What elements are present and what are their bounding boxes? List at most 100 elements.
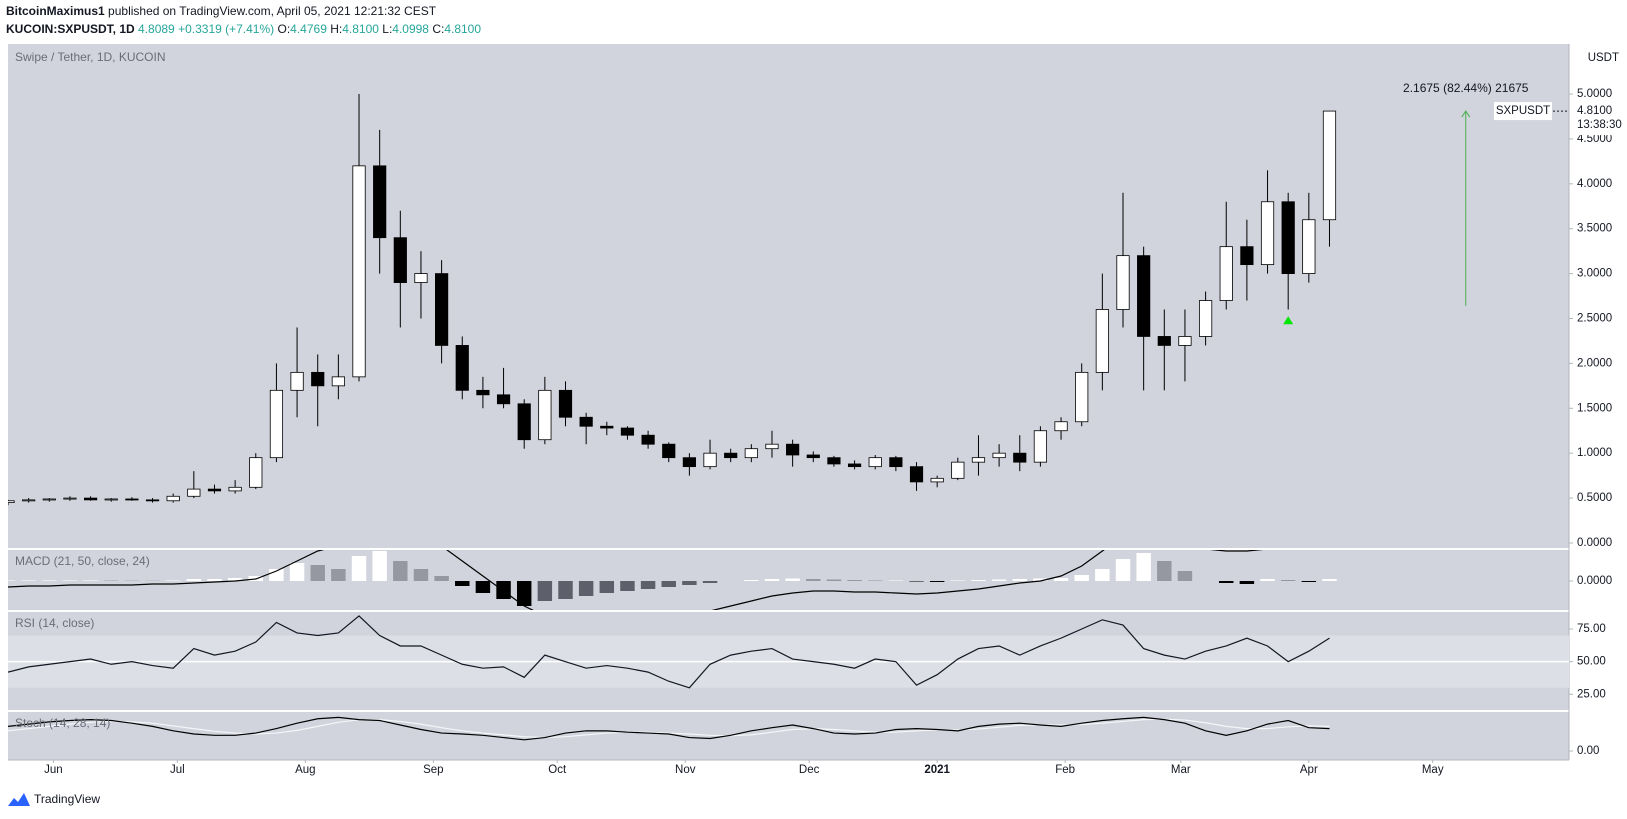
macd-histogram-bar (331, 569, 346, 581)
symbol-line: KUCOIN:SXPUSDT, 1D 4.8089 +0.3319 (+7.41… (6, 22, 481, 36)
macd-histogram-bar (620, 581, 635, 591)
y-tick-label: 4.0000 (1577, 178, 1612, 190)
candle-body (827, 457, 841, 465)
macd-histogram-bar (1177, 571, 1193, 581)
y-tick-label: 50.00 (1577, 656, 1606, 668)
y-tick-label: 4.5000 (1577, 133, 1612, 145)
macd-histogram-bar (578, 581, 594, 596)
rsi-plot (8, 615, 1569, 689)
ohlc-l: 4.0998 (392, 22, 429, 36)
brand[interactable]: TradingView (34, 792, 100, 806)
macd-histogram-bar (1136, 553, 1151, 581)
macd-histogram-bar (847, 580, 862, 581)
change: +0.3319 (+7.41%) (178, 22, 274, 36)
x-tick-label: Aug (295, 764, 315, 776)
tradingview-logo: TradingView (8, 792, 100, 806)
candle-body (1281, 201, 1295, 274)
macd-histogram-bar (8, 580, 16, 581)
macd-histogram-bar (83, 580, 98, 581)
macd-histogram-bar (744, 580, 759, 581)
ohlc-c-label: C: (432, 22, 444, 36)
macd-histogram-bar (455, 581, 470, 586)
candle-body (579, 416, 593, 427)
y-tick-label: 1.5000 (1577, 402, 1612, 414)
candle-body (496, 394, 511, 405)
symbol-tag-label: SXPUSDT (1496, 105, 1550, 117)
candle-body (558, 389, 573, 418)
ohlc-o: 4.4769 (290, 22, 327, 36)
macd-histogram-bar (785, 578, 800, 581)
candle-body (620, 427, 635, 436)
x-tick-label: Jun (44, 764, 63, 776)
macd-histogram-bar (496, 581, 511, 599)
overlay: Jun Jul Aug Sep Oct Nov Dec 2021 Feb Mar Apr May 0.0… (15, 50, 1626, 776)
candle-body (682, 457, 696, 468)
macd-histogram-bar (186, 579, 202, 581)
macd-histogram-bar (434, 576, 449, 581)
candle-body (1198, 300, 1213, 337)
x-tick-label: Mar (1171, 764, 1191, 776)
macd-histogram-bar (991, 579, 1007, 581)
macd-histogram-bar (1115, 559, 1131, 581)
candle-body (249, 457, 263, 488)
macd-histogram-bar (599, 581, 615, 593)
candle-body (311, 371, 325, 387)
author[interactable]: BitcoinMaximus1 (6, 4, 105, 18)
macd-histogram-bar (1053, 578, 1069, 581)
candle-body (1178, 336, 1192, 346)
macd-histogram-bar (289, 563, 305, 581)
y-tick-label: 2.5000 (1577, 313, 1612, 325)
x-tick-label: Jul (170, 764, 185, 776)
macd-histogram-bar (682, 581, 697, 585)
candle-body (765, 443, 779, 450)
x-tick-label: Apr (1300, 764, 1318, 776)
candle-body (207, 488, 222, 492)
candle-body (1013, 452, 1027, 463)
line (8, 550, 1264, 610)
macd-histogram-bar (764, 579, 780, 581)
macd-histogram-bar (929, 581, 945, 582)
y-tick-label: 2.0000 (1577, 357, 1612, 369)
countdown: 13:38:30 (1577, 119, 1622, 131)
macd-histogram-bar (537, 581, 553, 601)
macd-histogram-bar (971, 580, 986, 581)
candle-body (187, 488, 201, 497)
line (8, 615, 1330, 689)
x-tick-label: Sep (423, 764, 443, 776)
candle-body (992, 452, 1006, 459)
pane-title: Stoch (14, 28, 14) (15, 716, 110, 730)
candle-body (1075, 371, 1089, 423)
line (8, 716, 1330, 741)
stoch-plot (8, 716, 1330, 741)
macd-histogram-bar (867, 580, 883, 581)
y-tick-label: 25.00 (1577, 688, 1606, 700)
candle-body (703, 452, 717, 468)
candle-body (1260, 201, 1275, 266)
candle-body (641, 434, 655, 445)
candle-body (8, 500, 15, 503)
candle-body (22, 499, 36, 502)
candle-body (476, 389, 490, 396)
x-tick-label: Dec (799, 764, 820, 776)
macd-histogram-bar (1074, 575, 1089, 581)
macd-histogram-bar (1219, 581, 1234, 583)
symbol: KUCOIN:SXPUSDT, 1D (6, 22, 135, 36)
candle-body (393, 237, 407, 283)
candle-body (724, 452, 738, 459)
macd-histogram-bar (888, 580, 904, 581)
macd-histogram-bar (1157, 561, 1172, 581)
macd-plot (8, 550, 1337, 610)
macd-histogram-bar (950, 580, 966, 581)
candle-body (909, 466, 924, 483)
price-plot (8, 94, 1471, 506)
candle-body (1240, 246, 1254, 266)
candle-body (1095, 309, 1109, 373)
last-price: 4.8089 (138, 22, 175, 36)
macd-histogram-bar (351, 556, 367, 581)
macd-histogram-bar (1301, 581, 1317, 582)
ohlc-c: 4.8100 (444, 22, 481, 36)
macd-histogram-bar (1095, 569, 1110, 581)
published: published on TradingView.com, April 05, … (108, 4, 437, 18)
macd-histogram-bar (475, 581, 491, 593)
pane-title: RSI (14, close) (15, 616, 94, 630)
